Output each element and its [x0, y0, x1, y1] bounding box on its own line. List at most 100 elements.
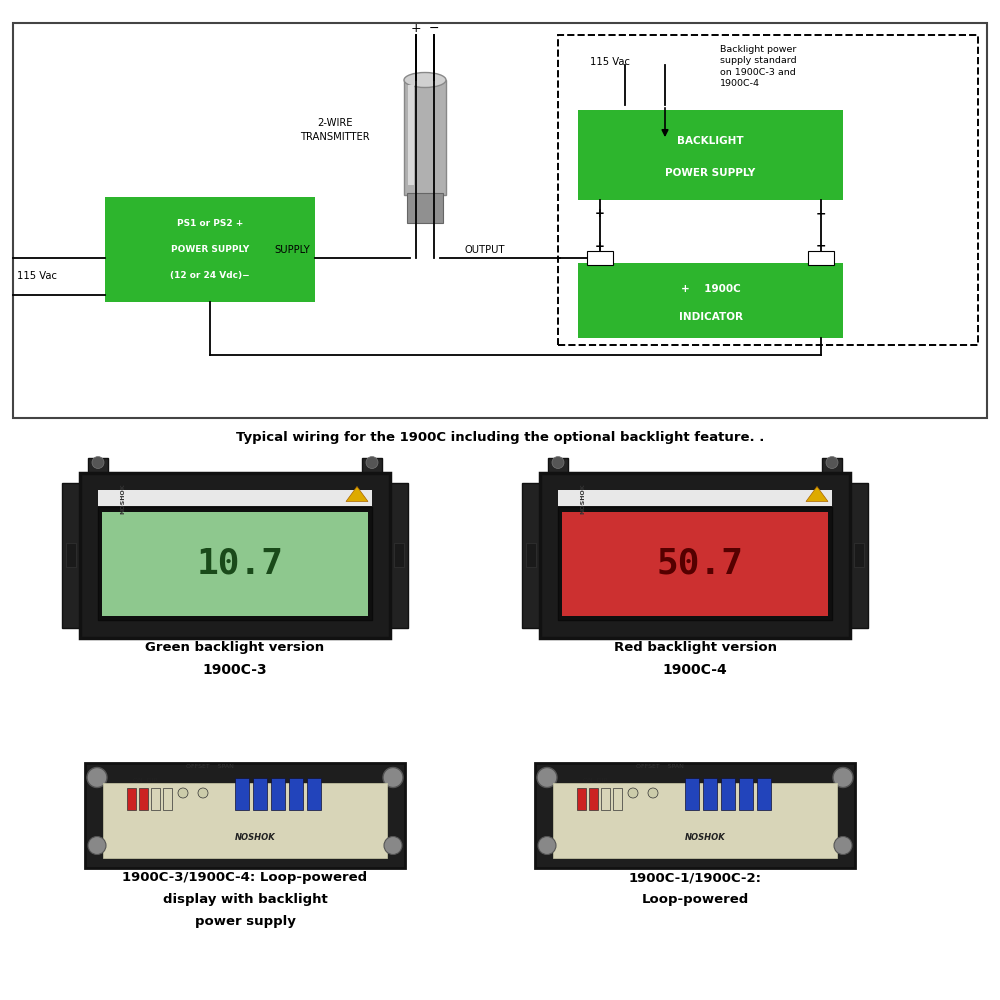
Text: POWER SUPPLY: POWER SUPPLY	[171, 245, 249, 254]
Bar	[850, 483, 868, 628]
Bar	[522, 483, 540, 628]
Text: +    1900C: + 1900C	[681, 284, 740, 294]
Ellipse shape	[198, 788, 208, 798]
Text: display with backlight: display with backlight	[163, 894, 327, 906]
Bar	[394, 543, 404, 567]
Text: 1900C-4: 1900C-4	[663, 663, 727, 677]
Ellipse shape	[834, 836, 852, 854]
Bar	[577, 788, 586, 810]
Text: ON  DIP: ON DIP	[583, 778, 607, 782]
Text: NOSHOK: NOSHOK	[580, 483, 586, 514]
Bar	[558, 507, 832, 619]
Text: NOSHOK: NOSHOK	[120, 483, 126, 514]
Bar	[408, 85, 414, 185]
Text: +: +	[595, 207, 605, 220]
Bar	[685, 778, 699, 810]
Bar	[558, 490, 832, 506]
Text: POWER SUPPLY: POWER SUPPLY	[665, 168, 756, 178]
Ellipse shape	[383, 768, 403, 788]
Bar	[808, 251, 834, 265]
Bar	[271, 778, 285, 810]
Bar	[587, 251, 613, 265]
Bar	[85, 762, 405, 867]
Text: PS1 or PS2 +: PS1 or PS2 +	[177, 219, 243, 228]
Ellipse shape	[404, 73, 446, 88]
Text: 1900C-1/1900C-2:: 1900C-1/1900C-2:	[629, 871, 762, 884]
Text: Green backlight version: Green backlight version	[145, 642, 325, 654]
Bar	[98, 507, 372, 619]
Bar	[589, 788, 598, 810]
Bar	[562, 512, 828, 615]
Text: −: −	[816, 207, 826, 220]
Bar	[548, 458, 568, 478]
Polygon shape	[346, 486, 368, 501]
Bar	[253, 778, 267, 810]
Bar	[362, 458, 382, 478]
Text: INDICATOR: INDICATOR	[678, 312, 742, 322]
Bar	[407, 193, 443, 223]
Text: −: −	[816, 240, 826, 253]
Ellipse shape	[384, 836, 402, 854]
Bar	[103, 782, 387, 857]
Text: OFFSET    SPAN: OFFSET SPAN	[186, 764, 234, 770]
Ellipse shape	[826, 456, 838, 468]
Text: 115 Vac: 115 Vac	[17, 271, 57, 281]
Text: SUPPLY: SUPPLY	[274, 245, 310, 255]
Text: OUTPUT: OUTPUT	[465, 245, 505, 255]
Bar	[601, 788, 610, 810]
Text: NOSHOK: NOSHOK	[685, 832, 725, 842]
Bar	[558, 35, 978, 345]
Bar	[757, 778, 771, 810]
Text: 2-WIRE
TRANSMITTER: 2-WIRE TRANSMITTER	[300, 118, 370, 142]
Bar	[553, 782, 837, 857]
Text: Backlight power
supply standard
on 1900C-3 and
1900C-4: Backlight power supply standard on 1900C…	[720, 45, 797, 88]
Ellipse shape	[538, 836, 556, 854]
Text: (12 or 24 Vdc)−: (12 or 24 Vdc)−	[170, 271, 250, 280]
Text: ON  DIP: ON DIP	[133, 778, 157, 782]
Text: Red backlight version: Red backlight version	[614, 642, 776, 654]
Text: 1900C-3/1900C-4: Loop-powered: 1900C-3/1900C-4: Loop-powered	[122, 871, 368, 884]
Bar	[127, 788, 136, 810]
Text: +: +	[595, 240, 605, 253]
Ellipse shape	[628, 788, 638, 798]
Text: 10.7: 10.7	[196, 546, 284, 580]
Bar	[235, 778, 249, 810]
Bar	[102, 512, 368, 615]
Text: NOSHOK: NOSHOK	[235, 832, 275, 842]
Bar	[540, 473, 850, 638]
Bar	[307, 778, 321, 810]
Bar	[721, 778, 735, 810]
Ellipse shape	[552, 456, 564, 468]
Bar	[578, 263, 843, 338]
Ellipse shape	[87, 768, 107, 788]
Bar	[139, 788, 148, 810]
Bar	[613, 788, 622, 810]
Bar	[151, 788, 160, 810]
Text: −: −	[429, 22, 439, 35]
Ellipse shape	[648, 788, 658, 798]
Text: 1900C-3: 1900C-3	[203, 663, 267, 677]
Bar	[739, 778, 753, 810]
Bar	[62, 483, 80, 628]
Bar	[578, 110, 843, 200]
Bar	[98, 490, 372, 506]
Bar	[66, 543, 76, 567]
Bar	[105, 197, 315, 302]
Ellipse shape	[178, 788, 188, 798]
Ellipse shape	[88, 836, 106, 854]
Bar	[535, 762, 855, 867]
Ellipse shape	[92, 456, 104, 468]
Text: power supply: power supply	[195, 916, 295, 928]
Bar	[822, 458, 842, 478]
Bar	[404, 80, 446, 195]
Text: BACKLIGHT: BACKLIGHT	[677, 136, 744, 146]
Bar	[289, 778, 303, 810]
Text: +: +	[411, 22, 421, 35]
Text: Typical wiring for the 1900C including the optional backlight feature. .: Typical wiring for the 1900C including t…	[236, 432, 764, 444]
Bar	[80, 473, 390, 638]
Bar	[854, 543, 864, 567]
Text: 115 Vac: 115 Vac	[590, 57, 630, 67]
Ellipse shape	[833, 768, 853, 788]
Text: 50.7: 50.7	[656, 546, 744, 580]
Ellipse shape	[366, 456, 378, 468]
